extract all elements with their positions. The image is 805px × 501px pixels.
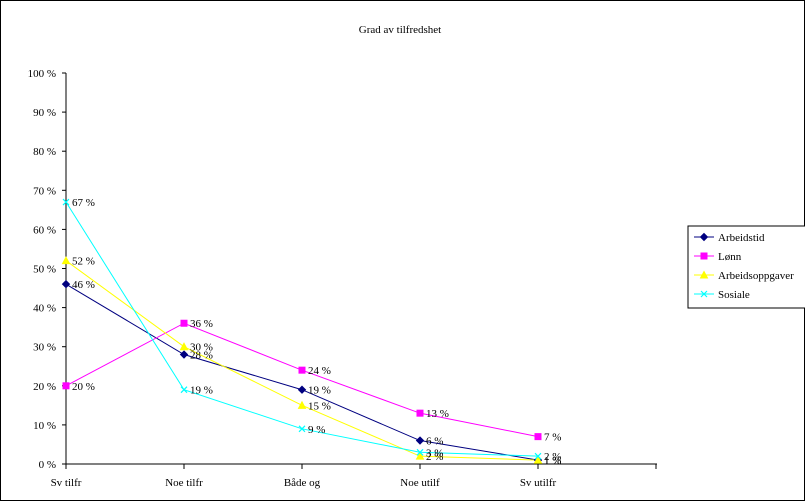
x-tick-label: Både og [284,477,321,489]
legend-label: Sosiale [718,289,750,301]
y-tick-label: 100 % [28,68,56,80]
data-label: 3 % [426,447,443,459]
data-point [534,433,542,441]
series-markers-4 [62,198,542,460]
series-markers-2 [62,319,542,441]
data-point [180,319,188,327]
data-point [297,385,307,394]
y-tick-label: 70 % [33,185,56,197]
data-point [62,382,70,390]
legend-label: Lønn [718,251,742,263]
x-tick-label: Sv utilfr [520,477,557,489]
data-label: 28 % [190,350,213,362]
series-layer: 46 % 28 % 19 % 6 % 1 % 20 % 36 % 24 % 13 % 7 % 52 … [61,197,561,467]
data-point [61,256,71,265]
data-label: 13 % [426,408,449,420]
data-point [415,451,425,460]
series-labels-4: 67 %19 %9 %3 % 2 % [72,197,561,463]
series-labels-2: 20 % 36 % 24 % 13 % 7 % [72,318,561,443]
data-label: 1 % [544,455,561,467]
legend-entry: Sosiale [694,289,750,301]
y-tick-label: 90 % [33,107,56,119]
data-label: 52 % [72,256,95,268]
data-point [415,436,425,445]
data-label: 15 % [308,400,331,412]
data-point [298,366,306,374]
data-point [416,448,424,456]
series-labels-1: 46 % 28 % 19 % 6 % 1 % [72,279,561,467]
data-label: 1 % [544,455,561,467]
data-label: 6 % [426,436,443,448]
legend-label: Arbeidstid [718,232,765,244]
y-tick-label: 10 % [33,420,56,432]
data-label: 19 % [308,385,331,397]
legend-marker [700,252,708,260]
data-point [62,198,70,206]
legend-entry: Arbeidstid [694,232,765,244]
series-markers-3 [61,256,543,464]
y-tick-label: 0 % [39,459,56,471]
data-point [179,342,189,351]
y-tick-label: 20 % [33,381,56,393]
legend-entry: Arbeidsoppgaver [694,270,794,282]
x-tick-label: Noe tilfr [165,477,203,489]
legend-marker [700,290,708,298]
legend-marker [699,232,709,242]
y-tick-label: 60 % [33,224,56,236]
data-label: 24 % [308,365,331,377]
data-point [533,455,543,464]
data-label: 36 % [190,318,213,330]
data-label: 19 % [190,385,213,397]
data-point [297,400,307,409]
data-label: 20 % [72,381,95,393]
data-point [534,452,542,460]
data-point [61,279,71,289]
legend-entry: Lønn [694,251,742,263]
data-label: 7 % [544,432,561,444]
legend: Arbeidstid Lønn Arbeidsoppgaver Sosiale [687,225,805,309]
axes: 0 % 10 % 20 % 30 % 40 % 50 % 60 % 70 % 80 % 90 % 1… [28,68,657,489]
data-point [416,409,424,417]
x-tick-label: Noe utilf [400,477,440,489]
data-label: 2 % [544,451,561,463]
y-tick-label: 30 % [33,342,56,354]
data-point [298,425,306,433]
legend-marker [699,270,709,279]
data-label: 46 % [72,279,95,291]
data-point [179,350,189,359]
data-label: 9 % [308,424,325,436]
legend-label: Arbeidsoppgaver [718,270,794,282]
data-label: 30 % [190,342,213,354]
y-tick-label: 80 % [33,146,56,158]
y-tick-label: 40 % [33,303,56,315]
chart-title: Grad av tilfredshet [359,24,441,36]
series-labels-3: 52 %30 %15 %2 % 1 % [72,256,561,467]
data-point [180,386,188,394]
data-label: 2 % [426,451,443,463]
x-tick-label: Sv tilfr [51,477,82,489]
y-tick-label: 50 % [33,264,56,276]
data-label: 67 % [72,197,95,209]
